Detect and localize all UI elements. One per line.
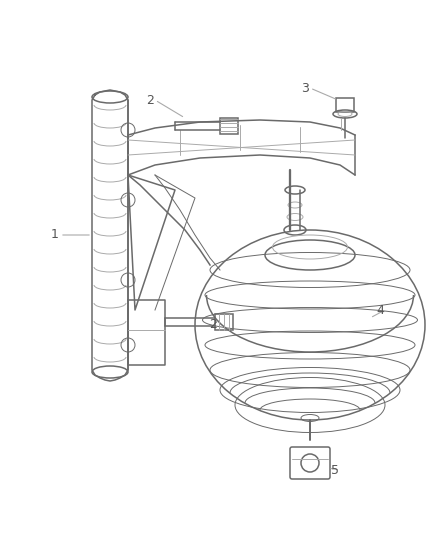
Text: 4: 4 (376, 303, 384, 317)
Text: 3: 3 (301, 82, 309, 94)
Text: 2: 2 (209, 319, 217, 332)
Text: 1: 1 (51, 229, 59, 241)
Text: 5: 5 (331, 464, 339, 477)
Text: 2: 2 (146, 93, 154, 107)
